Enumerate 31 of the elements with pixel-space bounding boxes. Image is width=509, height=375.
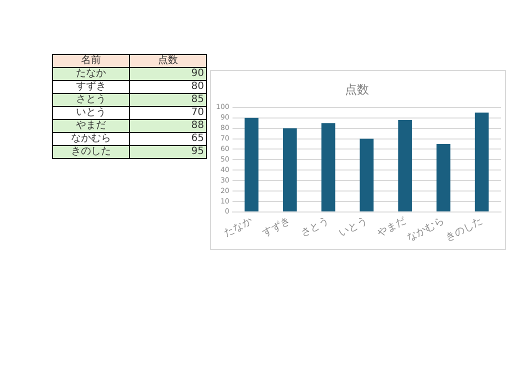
x-tick-label: すずき: [260, 214, 293, 240]
x-tick-label: やまだ: [376, 215, 408, 240]
text: 点数: [130, 54, 206, 68]
data-label: 80: [130, 80, 206, 94]
text: 名前: [52, 54, 130, 68]
category-label: すずき: [52, 80, 130, 94]
bar: [474, 112, 489, 212]
bar: [244, 118, 258, 212]
category-label: たなか: [52, 68, 130, 80]
category-label: きのした: [52, 146, 130, 158]
bar: [283, 128, 297, 212]
x-tick-label: きのした: [444, 215, 484, 244]
bar: [360, 138, 374, 212]
data-label: 90: [130, 68, 206, 80]
bar: [398, 120, 412, 212]
bar: [321, 123, 336, 212]
data-label: 70: [130, 106, 206, 120]
chart-title: 点数: [345, 82, 369, 96]
category-label: やまだ: [52, 120, 130, 132]
x-tick-label: さとう: [299, 215, 331, 240]
x-tick-label: たなか: [222, 215, 254, 240]
category-label: いとう: [52, 106, 130, 120]
category-label: なかむら: [52, 132, 130, 146]
x-tick-label: なかむら: [405, 215, 446, 244]
bar: [436, 144, 450, 212]
data-label: 85: [130, 94, 206, 106]
data-label: 95: [130, 146, 206, 158]
data-label: 65: [130, 132, 206, 146]
data-label: 88: [130, 120, 206, 132]
x-tick-label: いとう: [338, 215, 370, 240]
category-label: さとう: [52, 94, 130, 106]
